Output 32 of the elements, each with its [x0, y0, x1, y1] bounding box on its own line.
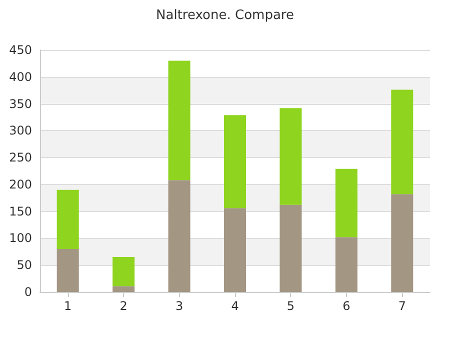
x-tick-label: 6 [342, 299, 350, 313]
y-tick-label: 150 [9, 204, 32, 218]
y-tick-label: 300 [9, 124, 32, 138]
x-tick-label: 7 [398, 299, 406, 313]
bar [168, 180, 190, 292]
y-tick-label: 0 [24, 285, 32, 299]
y-tick-label: 450 [9, 43, 32, 57]
bar [280, 204, 302, 292]
y-tick-label: 50 [16, 258, 32, 272]
bar [224, 208, 246, 292]
y-tick-label: 250 [9, 150, 32, 165]
x-tick-label: 3 [175, 299, 184, 313]
bar [112, 257, 135, 286]
bar [280, 108, 302, 205]
y-tick-label: 400 [9, 70, 32, 84]
bar [391, 90, 414, 194]
bar [112, 286, 135, 292]
bar [168, 60, 190, 180]
bar [56, 248, 79, 292]
x-tick-label: 5 [286, 299, 295, 313]
x-tick-label: 2 [120, 299, 128, 313]
y-tick-label: 100 [9, 231, 32, 246]
y-tick-label: 350 [9, 96, 32, 111]
y-tick-label: 200 [9, 177, 32, 192]
bar [335, 168, 358, 238]
x-tick-label: 4 [231, 299, 239, 313]
x-tick-label: 1 [64, 299, 72, 313]
bar [224, 115, 246, 208]
bar [391, 194, 414, 292]
chart-title: Naltrexone. Compare [156, 8, 294, 23]
bar [335, 237, 358, 292]
bar [56, 190, 79, 249]
